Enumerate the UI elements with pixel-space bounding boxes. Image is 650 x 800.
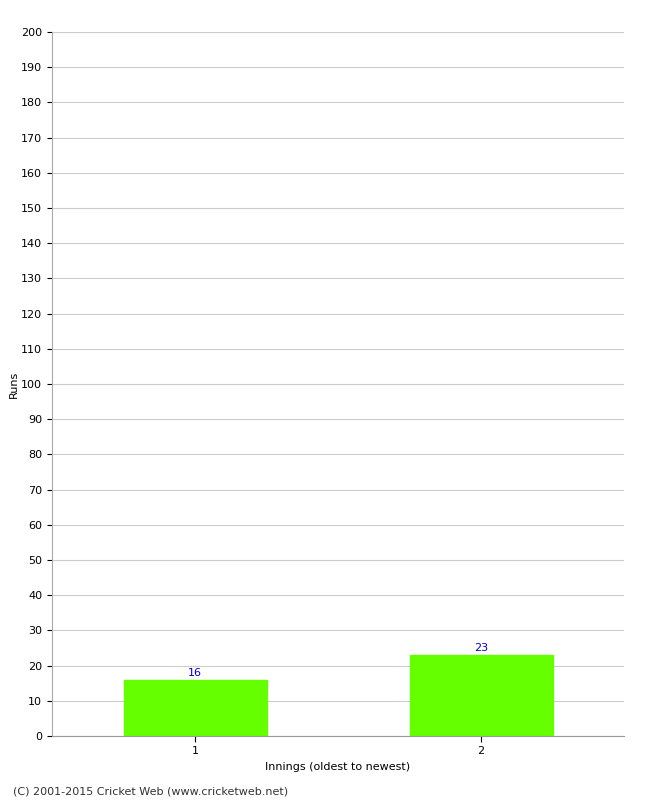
- Y-axis label: Runs: Runs: [8, 370, 18, 398]
- Bar: [124, 680, 266, 736]
- Bar: [410, 655, 552, 736]
- X-axis label: Innings (oldest to newest): Innings (oldest to newest): [265, 762, 411, 772]
- Text: 16: 16: [188, 668, 202, 678]
- Text: (C) 2001-2015 Cricket Web (www.cricketweb.net): (C) 2001-2015 Cricket Web (www.cricketwe…: [13, 786, 288, 796]
- Text: 23: 23: [474, 643, 488, 654]
